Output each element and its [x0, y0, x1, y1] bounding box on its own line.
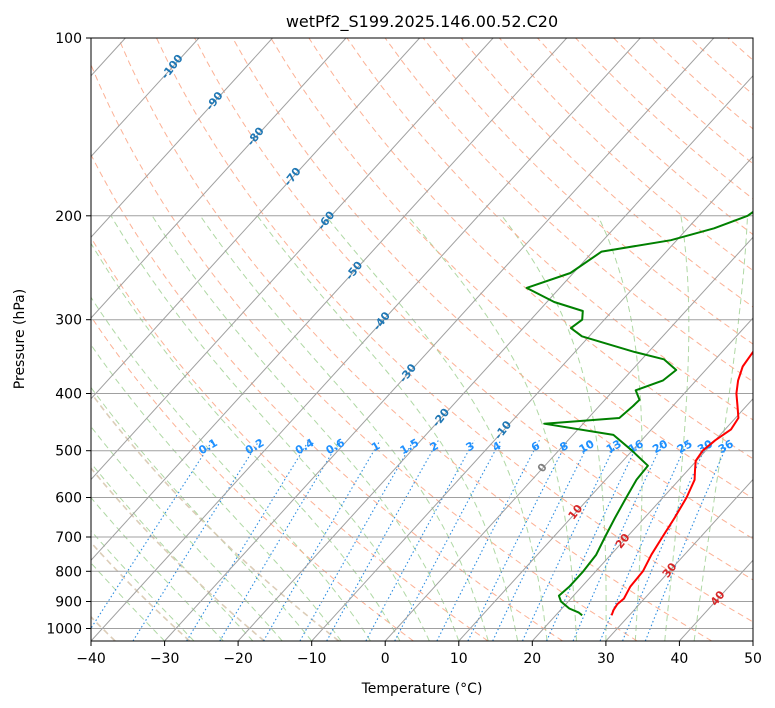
- isotherms: [91, 38, 753, 641]
- mixing-ratio-line: [186, 440, 310, 641]
- x-tick-label: 10: [450, 651, 468, 667]
- moist-adiabat-line: [91, 425, 283, 641]
- mixing-ratio-line: [572, 440, 665, 641]
- mixing-ratio-line: [436, 440, 540, 641]
- x-tick-label: −20: [223, 651, 253, 667]
- mixing-ratio-line: [132, 440, 260, 641]
- y-tick-label: 400: [55, 387, 82, 403]
- y-axis-label: Pressure (hPa): [12, 289, 28, 389]
- isotherm-line: [311, 155, 753, 641]
- mixing-ratio-line: [299, 440, 415, 641]
- x-tick-label: 0: [381, 651, 390, 667]
- isotherm-line: [91, 38, 200, 158]
- moist-adiabat-line: [91, 530, 195, 641]
- isotherm-line: [91, 38, 420, 400]
- isotherm-line: [91, 38, 568, 561]
- isotherm-line: [164, 38, 715, 641]
- dry-adiabat-line: [91, 466, 265, 641]
- moist-adiabat-line: [91, 242, 401, 641]
- moist-adiabat-line: [91, 562, 165, 641]
- moist-adiabat-line: [501, 215, 607, 641]
- moist-adiabat-line: [151, 215, 460, 641]
- profile-series: [525, 210, 753, 617]
- mixing-ratio-line: [599, 440, 689, 641]
- x-tick-label: −10: [297, 651, 327, 667]
- y-tick-label: 1000: [46, 622, 82, 638]
- isotherm-line: [91, 38, 347, 319]
- moist-adiabat-line: [91, 496, 224, 641]
- mixing-ratio-line: [546, 440, 640, 641]
- plot-area: 0.1 0.2 0.4 0.6 1 1.5 2 3 4 6 8 10 13 16 20 25 30 36-100-…: [91, 38, 753, 641]
- y-tick-label: 200: [55, 209, 82, 225]
- temperature-profile-line: [610, 350, 753, 616]
- dry-adiabat-line: [384, 38, 753, 383]
- mixing-ratio-line: [263, 440, 381, 641]
- mixing-ratio-line: [326, 440, 439, 641]
- isotherm-line: [605, 478, 753, 641]
- moist-adiabat-line: [91, 462, 254, 641]
- x-tick-label: −30: [150, 651, 180, 667]
- dry-adiabat-line: [194, 38, 753, 581]
- mixing-ratio-line: [91, 439, 214, 630]
- dewpoint-profile-line: [525, 210, 753, 617]
- mixing-ratio-lines: [91, 439, 730, 641]
- y-tick-label: 600: [55, 491, 82, 507]
- y-tick-label: 300: [55, 313, 82, 329]
- dry-adiabat-line: [308, 38, 753, 460]
- y-axis: 100 200 300 400 500 600 700 800 900 1000: [46, 31, 91, 638]
- x-tick-label: 40: [670, 651, 688, 667]
- isotherm-line: [458, 317, 753, 641]
- dry-adiabat-line: [91, 236, 489, 641]
- dry-adiabat-line: [117, 38, 713, 641]
- x-tick-label: −40: [76, 651, 106, 667]
- moist-adiabat-line: [693, 215, 748, 641]
- moist-adiabat-line: [91, 296, 371, 641]
- isotherm-line: [91, 38, 273, 238]
- dry-adiabat-line: [270, 38, 753, 499]
- x-tick-label: 20: [523, 651, 541, 667]
- dry-adiabat-line: [91, 541, 191, 641]
- mixing-ratio-line: [467, 440, 569, 641]
- isotherm-line: [91, 38, 494, 481]
- moist-adiabat-line: [407, 215, 577, 641]
- dry-adiabat-line: [156, 38, 753, 623]
- moist-adiabat-line: [325, 215, 548, 641]
- dry-adiabat-line: [91, 63, 638, 641]
- moist-adiabat-line: [597, 215, 643, 641]
- dry-adiabat-line: [91, 153, 563, 641]
- y-tick-label: 700: [55, 530, 82, 546]
- y-tick-label: 900: [55, 595, 82, 611]
- mixing-ratio-line: [521, 440, 618, 641]
- isotherm-line: [384, 236, 753, 641]
- x-tick-label: 50: [744, 651, 762, 667]
- mixing-ratio-line: [219, 440, 341, 641]
- moist-adiabat-line: [110, 215, 430, 641]
- x-tick-label: 30: [597, 651, 615, 667]
- y-tick-label: 500: [55, 444, 82, 460]
- isotherm-line: [91, 38, 641, 641]
- isotherm-line: [531, 397, 753, 641]
- plot-frame: [90, 37, 754, 642]
- x-axis: −40 −30 −20 −10 0 10 20 30 40 50: [76, 641, 762, 667]
- y-tick-label: 800: [55, 564, 82, 580]
- isotherm-line: [237, 75, 753, 641]
- chart-title: wetPf2_S199.2025.146.00.52.C20: [286, 12, 558, 32]
- y-tick-label: 100: [55, 31, 82, 47]
- dry-adiabat-line: [346, 38, 753, 421]
- x-axis-label: Temperature (°C): [361, 681, 483, 697]
